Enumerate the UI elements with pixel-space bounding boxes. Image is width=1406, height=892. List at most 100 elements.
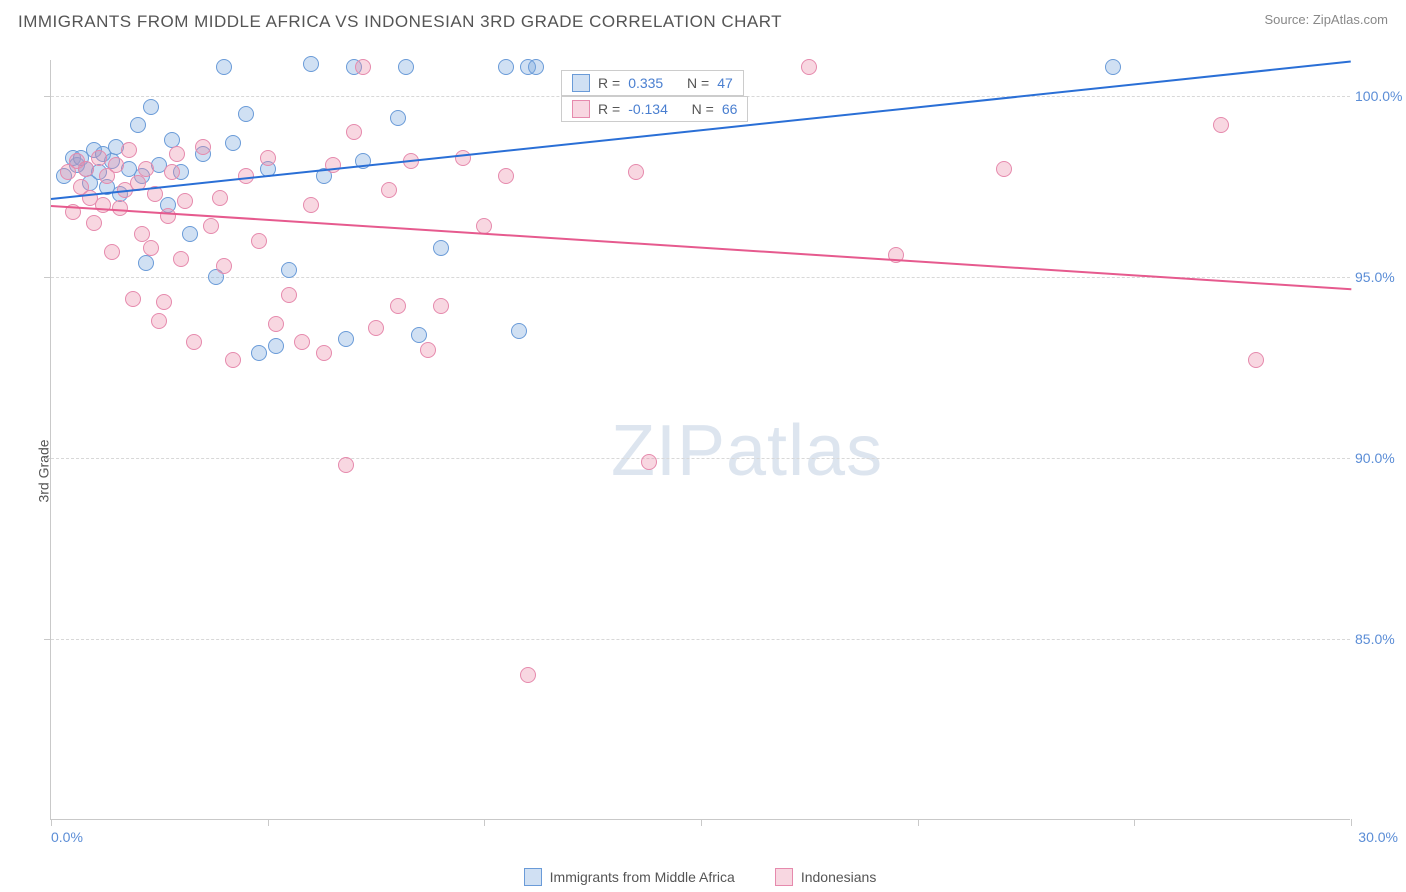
scatter-point	[173, 251, 189, 267]
y-tick	[44, 639, 51, 640]
scatter-point	[338, 331, 354, 347]
scatter-point	[433, 298, 449, 314]
scatter-point	[203, 218, 219, 234]
scatter-point	[78, 161, 94, 177]
chart-title: IMMIGRANTS FROM MIDDLE AFRICA VS INDONES…	[18, 12, 782, 32]
watermark-part-1: ZIP	[611, 411, 726, 491]
scatter-point	[121, 142, 137, 158]
scatter-point	[182, 226, 198, 242]
scatter-point	[169, 146, 185, 162]
scatter-point	[138, 255, 154, 271]
scatter-point	[238, 106, 254, 122]
source-label: Source: ZipAtlas.com	[1264, 12, 1388, 27]
scatter-point	[164, 164, 180, 180]
x-tick	[918, 819, 919, 826]
scatter-point	[390, 110, 406, 126]
scatter-point	[303, 197, 319, 213]
scatter-point	[225, 135, 241, 151]
scatter-point	[186, 334, 202, 350]
scatter-point	[381, 182, 397, 198]
scatter-point	[1105, 59, 1121, 75]
x-tick	[701, 819, 702, 826]
legend-swatch	[572, 74, 590, 92]
scatter-point	[528, 59, 544, 75]
legend-label: Immigrants from Middle Africa	[550, 869, 735, 885]
x-tick	[1134, 819, 1135, 826]
n-value: 47	[717, 75, 733, 91]
scatter-point	[108, 157, 124, 173]
scatter-point	[160, 208, 176, 224]
scatter-point	[251, 345, 267, 361]
n-value: 66	[722, 101, 738, 117]
scatter-point	[281, 262, 297, 278]
scatter-point	[398, 59, 414, 75]
scatter-point	[355, 59, 371, 75]
scatter-point	[268, 338, 284, 354]
scatter-point	[498, 59, 514, 75]
y-tick-label: 85.0%	[1355, 631, 1400, 647]
x-tick	[484, 819, 485, 826]
scatter-point	[177, 193, 193, 209]
scatter-point	[260, 150, 276, 166]
scatter-point	[143, 240, 159, 256]
scatter-point	[433, 240, 449, 256]
legend-item: Indonesians	[775, 868, 877, 886]
scatter-point	[411, 327, 427, 343]
y-tick	[44, 458, 51, 459]
scatter-point	[1213, 117, 1229, 133]
scatter-point	[303, 56, 319, 72]
chart-container: 3rd Grade ZIPatlas 85.0%90.0%95.0%100.0%…	[0, 50, 1406, 892]
scatter-point	[338, 457, 354, 473]
scatter-point	[801, 59, 817, 75]
r-label: R =	[598, 75, 620, 91]
scatter-point	[281, 287, 297, 303]
scatter-point	[151, 313, 167, 329]
y-tick	[44, 277, 51, 278]
y-tick	[44, 96, 51, 97]
correlation-legend-row: R = -0.134 N = 66	[561, 96, 748, 122]
x-tick	[1351, 819, 1352, 826]
r-value: 0.335	[628, 75, 663, 91]
watermark: ZIPatlas	[611, 410, 883, 492]
x-axis-min-label: 0.0%	[51, 829, 83, 845]
correlation-legend-row: R = 0.335 N = 47	[561, 70, 744, 96]
gridline	[51, 639, 1350, 640]
r-value: -0.134	[628, 101, 668, 117]
scatter-point	[156, 294, 172, 310]
scatter-point	[346, 124, 362, 140]
gridline	[51, 458, 1350, 459]
legend-label: Indonesians	[801, 869, 877, 885]
scatter-point	[225, 352, 241, 368]
scatter-point	[498, 168, 514, 184]
scatter-point	[511, 323, 527, 339]
x-axis-max-label: 30.0%	[1358, 829, 1398, 845]
scatter-point	[195, 139, 211, 155]
y-tick-label: 95.0%	[1355, 269, 1400, 285]
legend-swatch	[572, 100, 590, 118]
watermark-part-2: atlas	[726, 411, 883, 491]
scatter-point	[216, 258, 232, 274]
r-label: R =	[598, 101, 620, 117]
scatter-point	[212, 190, 228, 206]
scatter-point	[294, 334, 310, 350]
scatter-point	[268, 316, 284, 332]
scatter-point	[390, 298, 406, 314]
scatter-point	[316, 345, 332, 361]
scatter-point	[996, 161, 1012, 177]
legend-swatch	[524, 868, 542, 886]
scatter-point	[216, 59, 232, 75]
scatter-point	[138, 161, 154, 177]
scatter-point	[1248, 352, 1264, 368]
scatter-point	[420, 342, 436, 358]
scatter-point	[368, 320, 384, 336]
plot-area: ZIPatlas 85.0%90.0%95.0%100.0%0.0%30.0%R…	[50, 60, 1350, 820]
n-label: N =	[692, 101, 714, 117]
scatter-point	[91, 150, 107, 166]
scatter-point	[143, 99, 159, 115]
bottom-legend: Immigrants from Middle Africa Indonesians	[50, 868, 1350, 886]
scatter-point	[130, 117, 146, 133]
scatter-point	[104, 244, 120, 260]
scatter-point	[86, 215, 102, 231]
n-label: N =	[687, 75, 709, 91]
legend-swatch	[775, 868, 793, 886]
